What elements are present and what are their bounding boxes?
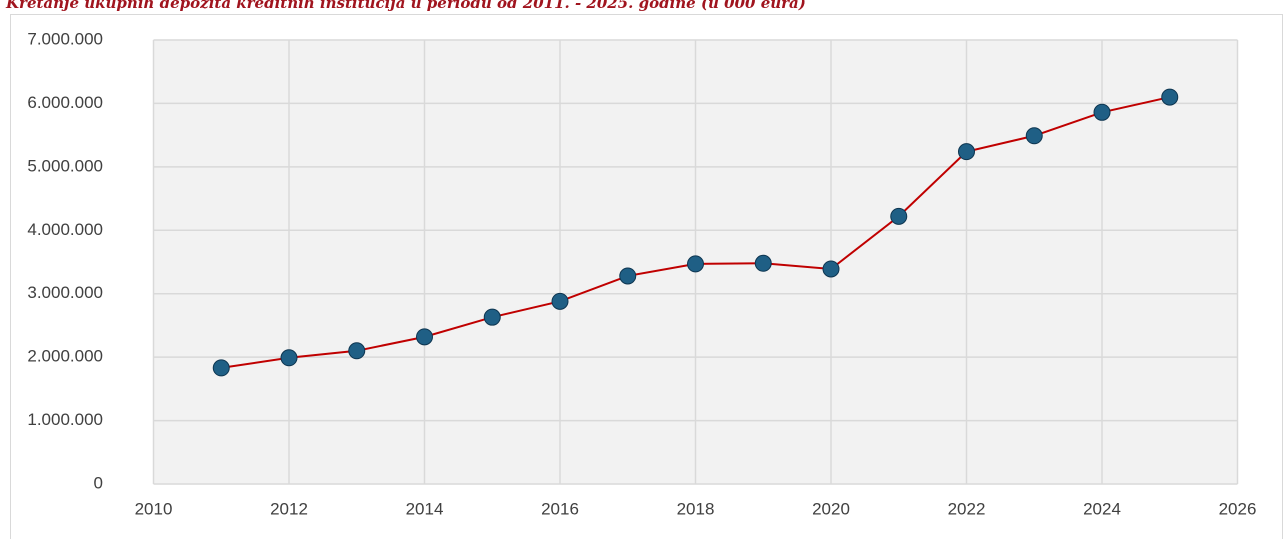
data-point: [754, 254, 772, 272]
x-tick-label: 2024: [1083, 499, 1121, 518]
data-point: [1093, 103, 1111, 121]
chart-title: Kretanje ukupnih depozita kreditnih inst…: [5, 0, 806, 12]
data-point: [416, 328, 433, 346]
data-point: [619, 267, 637, 285]
x-tick-label: 2018: [677, 499, 715, 518]
y-tick-label: 0: [94, 473, 103, 492]
x-tick-label: 2022: [948, 499, 986, 518]
x-tick-label: 2016: [541, 499, 579, 518]
data-point: [1161, 88, 1179, 106]
data-point: [280, 349, 298, 367]
data-point: [212, 359, 230, 377]
y-tick-label: 3.000.000: [27, 283, 103, 302]
data-point: [1025, 127, 1043, 145]
y-tick-label: 5.000.000: [27, 156, 103, 175]
x-tick-label: 2010: [135, 499, 173, 518]
x-tick-label: 2020: [812, 499, 850, 518]
y-tick-label: 2.000.000: [27, 347, 103, 366]
y-tick-label: 6.000.000: [27, 93, 103, 112]
y-tick-label: 4.000.000: [27, 220, 103, 239]
y-tick-label: 1.000.000: [27, 410, 103, 429]
data-point: [483, 308, 501, 326]
x-tick-label: 2026: [1219, 499, 1257, 518]
data-point: [551, 292, 569, 310]
x-tick-label: 2012: [270, 499, 308, 518]
data-point: [822, 260, 840, 278]
y-tick-label: 7.000.000: [27, 29, 103, 48]
data-point: [958, 143, 975, 161]
x-tick-label: 2014: [406, 499, 444, 518]
data-point: [348, 342, 366, 360]
data-point: [687, 255, 704, 273]
data-point: [890, 207, 908, 225]
